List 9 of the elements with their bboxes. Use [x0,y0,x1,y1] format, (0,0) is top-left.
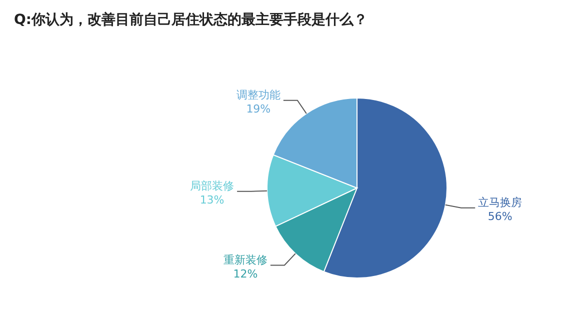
slice-label: 重新装修 [223,253,268,266]
slice-label: 立马换房 [478,196,522,209]
data-label: 56% [488,210,512,223]
data-label: 13% [200,193,224,206]
data-label: 19% [246,102,271,116]
slice-label: 局部装修 [190,179,234,192]
slice-label: 调整功能 [236,88,280,102]
chart-title: Q:你认为，改善目前自己居住状态的最主要手段是什么？ [14,11,368,28]
data-label: 12% [233,267,258,280]
